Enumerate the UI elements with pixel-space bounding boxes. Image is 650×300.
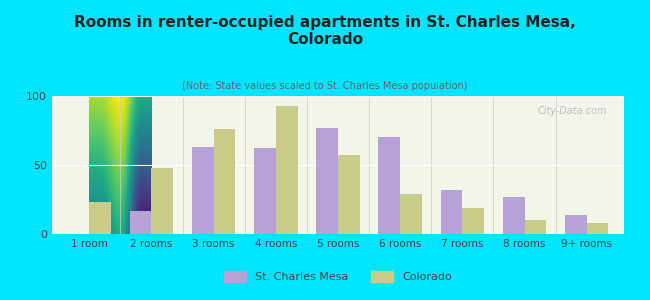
Bar xyxy=(151,168,174,234)
Bar xyxy=(525,220,546,234)
Bar xyxy=(214,129,235,234)
Bar xyxy=(441,190,462,234)
Text: Rooms in renter-occupied apartments in St. Charles Mesa,
Colorado: Rooms in renter-occupied apartments in S… xyxy=(74,15,576,47)
Legend: St. Charles Mesa, Colorado: St. Charles Mesa, Colorado xyxy=(220,266,456,286)
Bar xyxy=(400,194,422,234)
Bar xyxy=(502,197,525,234)
Bar xyxy=(317,128,338,234)
Bar xyxy=(587,223,608,234)
Bar xyxy=(130,211,151,234)
Bar xyxy=(89,202,111,234)
Text: City-Data.com: City-Data.com xyxy=(537,106,607,116)
Bar xyxy=(276,106,298,234)
Text: (Note: State values scaled to St. Charles Mesa population): (Note: State values scaled to St. Charle… xyxy=(182,81,468,91)
Bar xyxy=(462,208,484,234)
Bar xyxy=(565,215,587,234)
Bar xyxy=(254,148,276,234)
Bar xyxy=(192,147,214,234)
Bar xyxy=(378,137,400,234)
Bar xyxy=(338,155,359,234)
